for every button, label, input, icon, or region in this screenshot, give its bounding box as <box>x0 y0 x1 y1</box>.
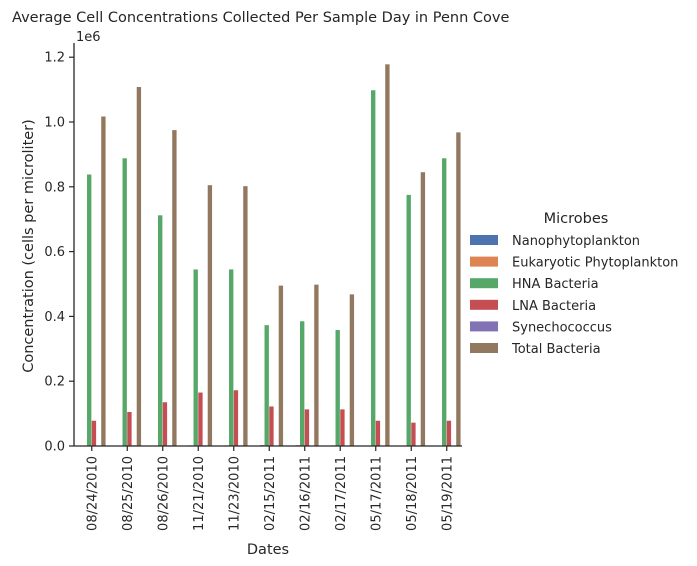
bar-hna-bacteria-5 <box>264 325 269 446</box>
bar-total-bacteria-9 <box>420 172 426 446</box>
bar-lna-bacteria-4 <box>233 390 239 446</box>
y-axis-offset-label: 1e6 <box>76 30 101 45</box>
bar-total-bacteria-2 <box>172 130 177 446</box>
bar-total-bacteria-7 <box>349 294 355 446</box>
legend: Microbes Nanophytoplankton Eukaryotic Phy… <box>470 211 678 357</box>
x-tick-label: 11/23/2010 <box>227 456 242 531</box>
legend-swatch-hna-bacteria <box>470 278 498 289</box>
plot-area <box>77 64 461 447</box>
bar-lna-bacteria-5 <box>269 406 274 446</box>
legend-swatch-total-bacteria <box>470 343 498 353</box>
bar-hna-bacteria-4 <box>229 269 234 446</box>
bar-lna-bacteria-10 <box>446 420 452 446</box>
y-tick-label: 0.8 <box>44 180 65 195</box>
bar-hna-bacteria-10 <box>442 158 447 447</box>
bar-total-bacteria-3 <box>207 185 213 446</box>
legend-label: Nanophytoplankton <box>512 234 640 249</box>
bar-hna-bacteria-2 <box>158 215 163 446</box>
x-axis: 08/24/2010 08/25/2010 08/26/2010 11/21/2010… <box>74 445 462 531</box>
legend-title: Microbes <box>544 211 609 227</box>
bar-total-bacteria-10 <box>456 132 461 446</box>
bar-lna-bacteria-8 <box>375 420 381 446</box>
x-tick-label: 02/16/2011 <box>298 456 313 531</box>
chart-title: Average Cell Concentrations Collected Pe… <box>12 10 509 26</box>
bar-lna-bacteria-1 <box>127 411 132 446</box>
x-tick-label: 08/26/2010 <box>156 456 171 531</box>
x-tick-label: 02/15/2011 <box>263 456 278 531</box>
y-tick-label: 1.0 <box>44 116 65 131</box>
x-tick-label: 05/17/2011 <box>369 456 384 531</box>
bar-total-bacteria-8 <box>385 64 390 446</box>
y-tick-label: 0.0 <box>44 440 65 455</box>
x-tick-label: 11/21/2010 <box>192 456 207 531</box>
bar-lna-bacteria-2 <box>162 402 168 446</box>
legend-label: Total Bacteria <box>511 342 601 357</box>
legend-label: Eukaryotic Phytoplankton <box>512 256 678 271</box>
legend-label: HNA Bacteria <box>512 277 599 292</box>
bar-lna-bacteria-0 <box>91 420 97 446</box>
y-axis: 0.0 0.2 0.4 0.6 0.8 1.0 1.2 <box>44 43 75 455</box>
bar-total-bacteria-5 <box>278 285 284 446</box>
bar-hna-bacteria-8 <box>371 90 376 446</box>
legend-swatch-lna-bacteria <box>470 299 498 310</box>
y-tick-label: 1.2 <box>44 51 65 66</box>
bar-hna-bacteria-1 <box>122 158 127 447</box>
y-axis-title: Concentration (cells per microliter) <box>21 119 37 373</box>
legend-swatch-eukaryotic-phytoplankton <box>470 256 498 267</box>
x-tick-label: 05/19/2011 <box>440 456 455 531</box>
bar-hna-bacteria-3 <box>193 269 198 446</box>
bar-lna-bacteria-6 <box>304 409 310 446</box>
bar-hna-bacteria-6 <box>300 321 305 446</box>
bar-total-bacteria-1 <box>136 87 142 446</box>
bar-hna-bacteria-9 <box>406 194 411 446</box>
legend-swatch-synechococcus <box>470 321 498 332</box>
y-tick-label: 0.2 <box>44 375 65 390</box>
x-tick-label: 08/25/2010 <box>121 456 136 531</box>
bar-lna-bacteria-3 <box>198 392 203 446</box>
bar-lna-bacteria-7 <box>340 409 345 446</box>
legend-label: Synechococcus <box>512 320 612 335</box>
legend-swatch-nanophytoplankton <box>470 235 498 245</box>
legend-label: LNA Bacteria <box>512 299 596 314</box>
bar-hna-bacteria-0 <box>87 174 92 447</box>
bar-total-bacteria-4 <box>243 186 248 446</box>
x-tick-label: 08/24/2010 <box>85 456 100 531</box>
bar-lna-bacteria-9 <box>411 422 416 446</box>
x-axis-title: Dates <box>247 542 289 558</box>
y-tick-label: 0.4 <box>44 310 65 325</box>
bar-hna-bacteria-7 <box>335 330 340 446</box>
x-tick-label: 05/18/2011 <box>405 456 420 531</box>
bar-total-bacteria-6 <box>314 284 319 446</box>
bar-total-bacteria-0 <box>101 116 106 447</box>
y-tick-label: 0.6 <box>44 245 65 260</box>
x-tick-label: 02/17/2011 <box>334 456 349 531</box>
